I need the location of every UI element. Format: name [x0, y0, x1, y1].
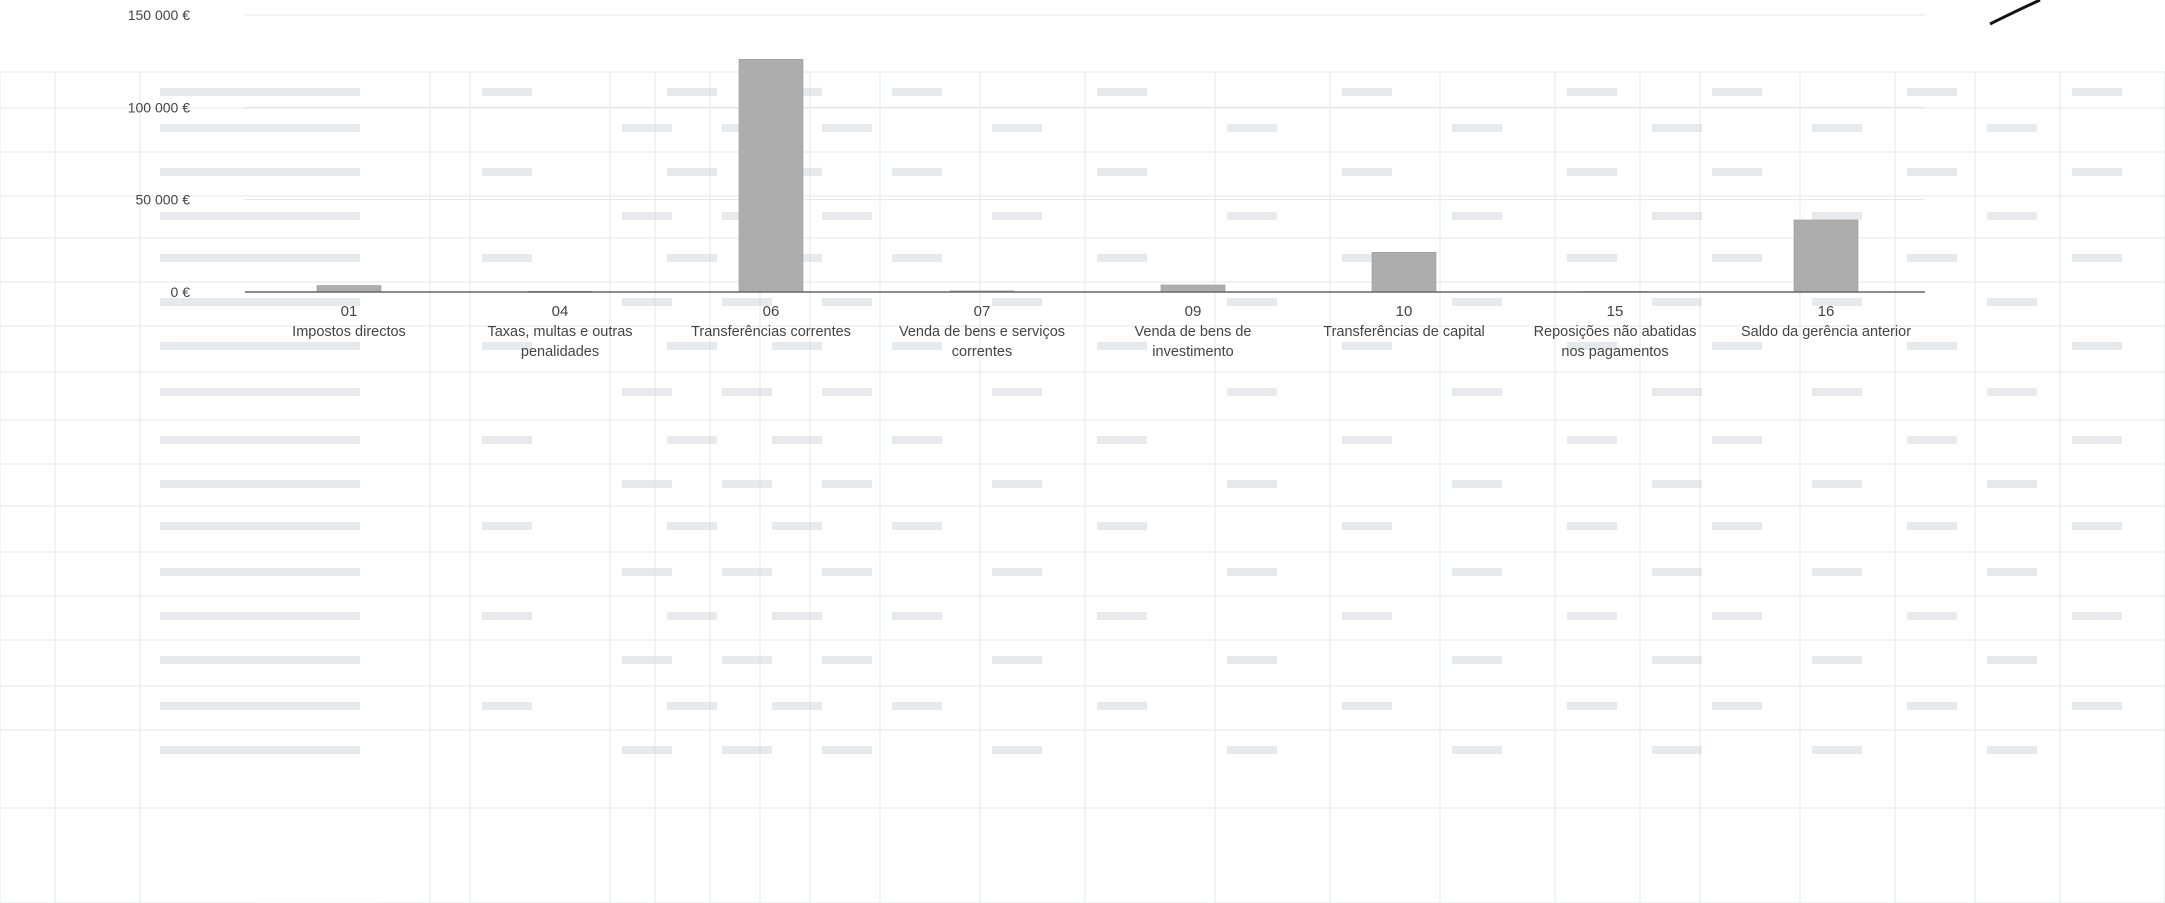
x-tick-label: nos pagamentos [1561, 344, 1668, 360]
x-tick-code: 16 [1818, 303, 1835, 320]
x-tick-code: 04 [552, 303, 569, 320]
x-tick-label: penalidades [521, 344, 599, 360]
bar-16 [1793, 219, 1859, 293]
x-tick-label: Impostos directos [292, 324, 406, 340]
bar-01 [316, 285, 382, 293]
x-tick-label: Venda de bens de [1135, 324, 1252, 340]
x-tick-label: Venda de bens e serviços [899, 324, 1065, 340]
gridlines [245, 14, 1925, 201]
x-tick-label: Taxas, multas e outras [487, 324, 632, 340]
x-tick-code: 15 [1607, 303, 1624, 320]
decorative-pen-stroke [1989, 0, 2041, 26]
x-tick-code: 06 [763, 303, 780, 320]
y-axis-ticks: 0 € 50 000 € 100 000 € 150 000 € [128, 7, 191, 300]
x-tick-label: correntes [952, 344, 1012, 360]
y-tick-label: 0 € [171, 284, 191, 300]
x-tick-label: Transferências correntes [691, 324, 851, 340]
y-tick-label: 50 000 € [136, 192, 191, 208]
bars [316, 59, 1859, 293]
bar-09 [1160, 284, 1226, 293]
x-tick-code: 07 [974, 303, 991, 320]
x-tick-code: 09 [1185, 303, 1202, 320]
x-tick-label: Saldo da gerência anterior [1741, 324, 1911, 340]
x-tick-code: 01 [341, 303, 358, 320]
y-tick-label: 150 000 € [128, 7, 190, 23]
bar-10 [1371, 251, 1437, 293]
bar-06 [738, 59, 804, 293]
x-tick-code: 10 [1396, 303, 1413, 320]
x-axis-labels: 01 Impostos directos 04 Taxas, multas e out… [292, 303, 1911, 360]
x-tick-label: investimento [1152, 344, 1233, 360]
y-tick-label: 100 000 € [128, 99, 190, 115]
x-tick-label: Reposições não abatidas [1534, 324, 1697, 340]
x-tick-label: Transferências de capital [1323, 324, 1484, 340]
